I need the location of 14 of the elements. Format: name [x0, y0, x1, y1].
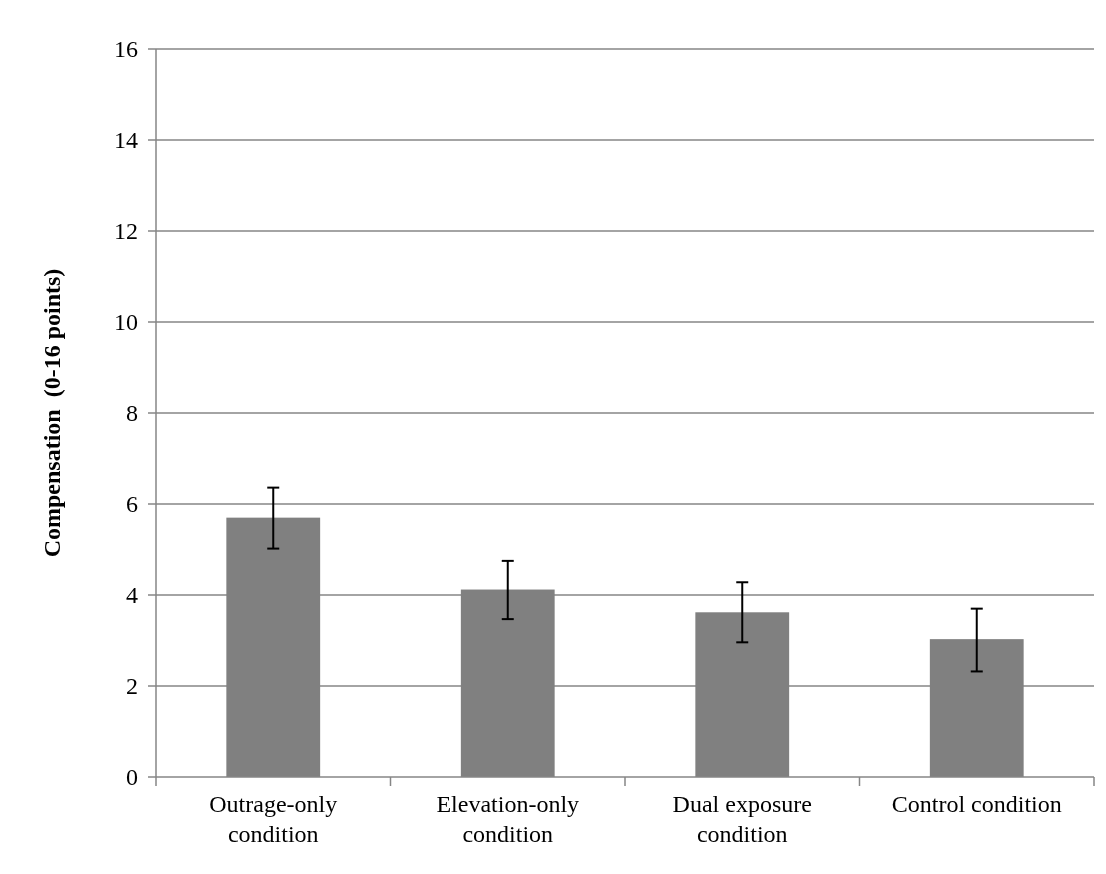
x-tick-label: Control condition [891, 791, 1062, 817]
x-tick-label: Dual exposure condition [672, 791, 812, 847]
y-tick-label: 4 [126, 582, 138, 609]
y-tick-label: 16 [114, 36, 138, 63]
x-tick-label: Outrage-only condition [209, 791, 338, 847]
y-tick-label: 0 [126, 764, 138, 791]
y-axis-title: Compensation (0-16 points) [39, 268, 65, 558]
y-tick-label: 10 [114, 309, 138, 336]
x-tick-label: Elevation-only condition [436, 791, 580, 847]
y-tick-label: 8 [126, 400, 138, 427]
y-tick-label: 2 [126, 673, 138, 700]
y-tick-label: 6 [126, 491, 138, 518]
y-tick-label: 12 [114, 218, 138, 245]
y-tick-label: 14 [114, 127, 138, 154]
